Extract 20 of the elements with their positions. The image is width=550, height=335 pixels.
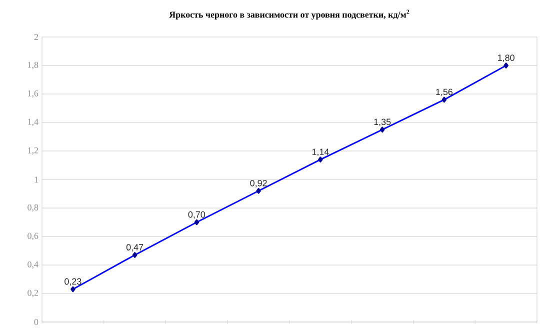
- y-tick-label: 1: [34, 176, 38, 182]
- y-tick-label: 1,2: [28, 147, 38, 155]
- y-tick-label: 0: [34, 318, 38, 326]
- y-tick-label: 1,8: [28, 62, 38, 70]
- chart-title: Яркость черного в зависимости от уровня подсветки, кд/м$^{2}$: [169, 10, 410, 20]
- data-label: 0,23: [64, 278, 82, 286]
- data-label: 0,92: [250, 180, 267, 188]
- y-tick-label: 0,8: [28, 204, 38, 212]
- data-label: 1,56: [436, 88, 453, 96]
- y-tick-label: 0,2: [28, 290, 38, 298]
- y-tick-label: 0,6: [28, 232, 38, 240]
- data-label: 1,35: [374, 118, 391, 126]
- data-label: 0,70: [188, 211, 206, 219]
- data-label: 1,80: [498, 54, 514, 62]
- y-tick-label: 1,6: [28, 90, 38, 98]
- y-tick-label: 1,4: [28, 118, 38, 126]
- y-tick-label: 2: [34, 34, 38, 40]
- y-tick-label: 0,4: [28, 261, 38, 269]
- data-label: 1,14: [312, 148, 329, 156]
- data-label: 0,47: [126, 244, 144, 252]
